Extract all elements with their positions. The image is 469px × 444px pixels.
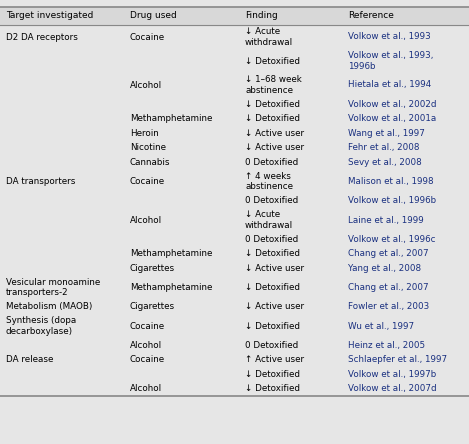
Bar — [0, 126, 469, 140]
Text: Cocaine: Cocaine — [130, 32, 165, 41]
Bar — [0, 367, 469, 381]
Text: Alcohol: Alcohol — [130, 80, 162, 90]
Text: Volkow et al., 2007d: Volkow et al., 2007d — [348, 384, 437, 393]
Bar — [0, 97, 469, 111]
Bar — [0, 338, 469, 353]
Text: Drug used: Drug used — [130, 12, 177, 20]
Bar — [0, 232, 469, 246]
Bar — [0, 275, 469, 300]
Text: ↓ Active user: ↓ Active user — [245, 129, 304, 138]
Text: Wang et al., 1997: Wang et al., 1997 — [348, 129, 425, 138]
Text: Sevy et al., 2008: Sevy et al., 2008 — [348, 158, 422, 167]
Text: ↓ Detoxified: ↓ Detoxified — [245, 100, 300, 109]
Text: Methamphetamine: Methamphetamine — [130, 283, 212, 292]
Text: Cocaine: Cocaine — [130, 177, 165, 186]
Bar — [0, 381, 469, 396]
Text: Chang et al., 2007: Chang et al., 2007 — [348, 249, 429, 258]
Text: Alcohol: Alcohol — [130, 384, 162, 393]
Text: Target investigated: Target investigated — [6, 12, 93, 20]
Text: Wu et al., 1997: Wu et al., 1997 — [348, 321, 414, 330]
Text: 0 Detoxified: 0 Detoxified — [245, 235, 298, 244]
Text: Volkow et al., 1996c: Volkow et al., 1996c — [348, 235, 436, 244]
Text: ↑ 4 weeks
abstinence: ↑ 4 weeks abstinence — [245, 172, 293, 191]
Text: Alcohol: Alcohol — [130, 215, 162, 225]
Bar — [0, 261, 469, 275]
Bar — [0, 194, 469, 208]
Bar — [0, 353, 469, 367]
Text: 0 Detoxified: 0 Detoxified — [245, 196, 298, 205]
Bar — [0, 208, 469, 232]
Text: ↓ Acute
withdrawal: ↓ Acute withdrawal — [245, 210, 293, 230]
Text: ↓ Detoxified: ↓ Detoxified — [245, 114, 300, 123]
Text: Finding: Finding — [245, 12, 278, 20]
Text: ↑ Active user: ↑ Active user — [245, 355, 304, 364]
Bar — [0, 170, 469, 194]
Text: Metabolism (MAOB): Metabolism (MAOB) — [6, 302, 92, 311]
Text: DA release: DA release — [6, 355, 53, 364]
Text: Malison et al., 1998: Malison et al., 1998 — [348, 177, 434, 186]
Text: Volkow et al., 2002d: Volkow et al., 2002d — [348, 100, 437, 109]
Text: Cocaine: Cocaine — [130, 321, 165, 330]
Text: Hietala et al., 1994: Hietala et al., 1994 — [348, 80, 431, 90]
Text: ↓ Active user: ↓ Active user — [245, 143, 304, 152]
Bar — [0, 7, 469, 25]
Text: Volkow et al., 1996b: Volkow et al., 1996b — [348, 196, 436, 205]
Bar — [0, 73, 469, 97]
Text: ↓ 1–68 week
abstinence: ↓ 1–68 week abstinence — [245, 75, 302, 95]
Text: Heroin: Heroin — [130, 129, 159, 138]
Text: ↓ Active user: ↓ Active user — [245, 302, 304, 311]
Text: ↓ Detoxified: ↓ Detoxified — [245, 370, 300, 379]
Bar — [0, 300, 469, 314]
Bar — [0, 111, 469, 126]
Text: Volkow et al., 1997b: Volkow et al., 1997b — [348, 370, 436, 379]
Text: Fehr et al., 2008: Fehr et al., 2008 — [348, 143, 419, 152]
Text: ↓ Detoxified: ↓ Detoxified — [245, 321, 300, 330]
Text: 0 Detoxified: 0 Detoxified — [245, 158, 298, 167]
Text: 0 Detoxified: 0 Detoxified — [245, 341, 298, 350]
Text: Chang et al., 2007: Chang et al., 2007 — [348, 283, 429, 292]
Text: ↓ Detoxified: ↓ Detoxified — [245, 56, 300, 66]
Bar — [0, 246, 469, 261]
Text: ↓ Detoxified: ↓ Detoxified — [245, 283, 300, 292]
Text: Volkow et al., 1993,
1996b: Volkow et al., 1993, 1996b — [348, 52, 433, 71]
Text: Cigarettes: Cigarettes — [130, 264, 175, 273]
Text: Volkow et al., 2001a: Volkow et al., 2001a — [348, 114, 436, 123]
Text: Nicotine: Nicotine — [130, 143, 166, 152]
Text: Alcohol: Alcohol — [130, 341, 162, 350]
Bar — [0, 140, 469, 155]
Text: ↓ Detoxified: ↓ Detoxified — [245, 249, 300, 258]
Text: Synthesis (dopa
decarboxylase): Synthesis (dopa decarboxylase) — [6, 316, 76, 336]
Text: Methamphetamine: Methamphetamine — [130, 114, 212, 123]
Text: ↓ Active user: ↓ Active user — [245, 264, 304, 273]
Bar — [0, 49, 469, 73]
Bar — [0, 314, 469, 338]
Text: Methamphetamine: Methamphetamine — [130, 249, 212, 258]
Text: Schlaepfer et al., 1997: Schlaepfer et al., 1997 — [348, 355, 447, 364]
Text: Cigarettes: Cigarettes — [130, 302, 175, 311]
Text: D2 DA receptors: D2 DA receptors — [6, 32, 78, 41]
Text: ↓ Acute
withdrawal: ↓ Acute withdrawal — [245, 27, 293, 47]
Text: Cannabis: Cannabis — [130, 158, 171, 167]
Text: Reference: Reference — [348, 12, 394, 20]
Text: Heinz et al., 2005: Heinz et al., 2005 — [348, 341, 425, 350]
Text: Cocaine: Cocaine — [130, 355, 165, 364]
Text: Volkow et al., 1993: Volkow et al., 1993 — [348, 32, 431, 41]
Text: Laine et al., 1999: Laine et al., 1999 — [348, 215, 424, 225]
Text: DA transporters: DA transporters — [6, 177, 76, 186]
Text: Yang et al., 2008: Yang et al., 2008 — [348, 264, 421, 273]
Text: Fowler et al., 2003: Fowler et al., 2003 — [348, 302, 429, 311]
Bar — [0, 155, 469, 170]
Text: Vesicular monoamine
transporters-2: Vesicular monoamine transporters-2 — [6, 278, 100, 297]
Bar — [0, 25, 469, 49]
Text: ↓ Detoxified: ↓ Detoxified — [245, 384, 300, 393]
